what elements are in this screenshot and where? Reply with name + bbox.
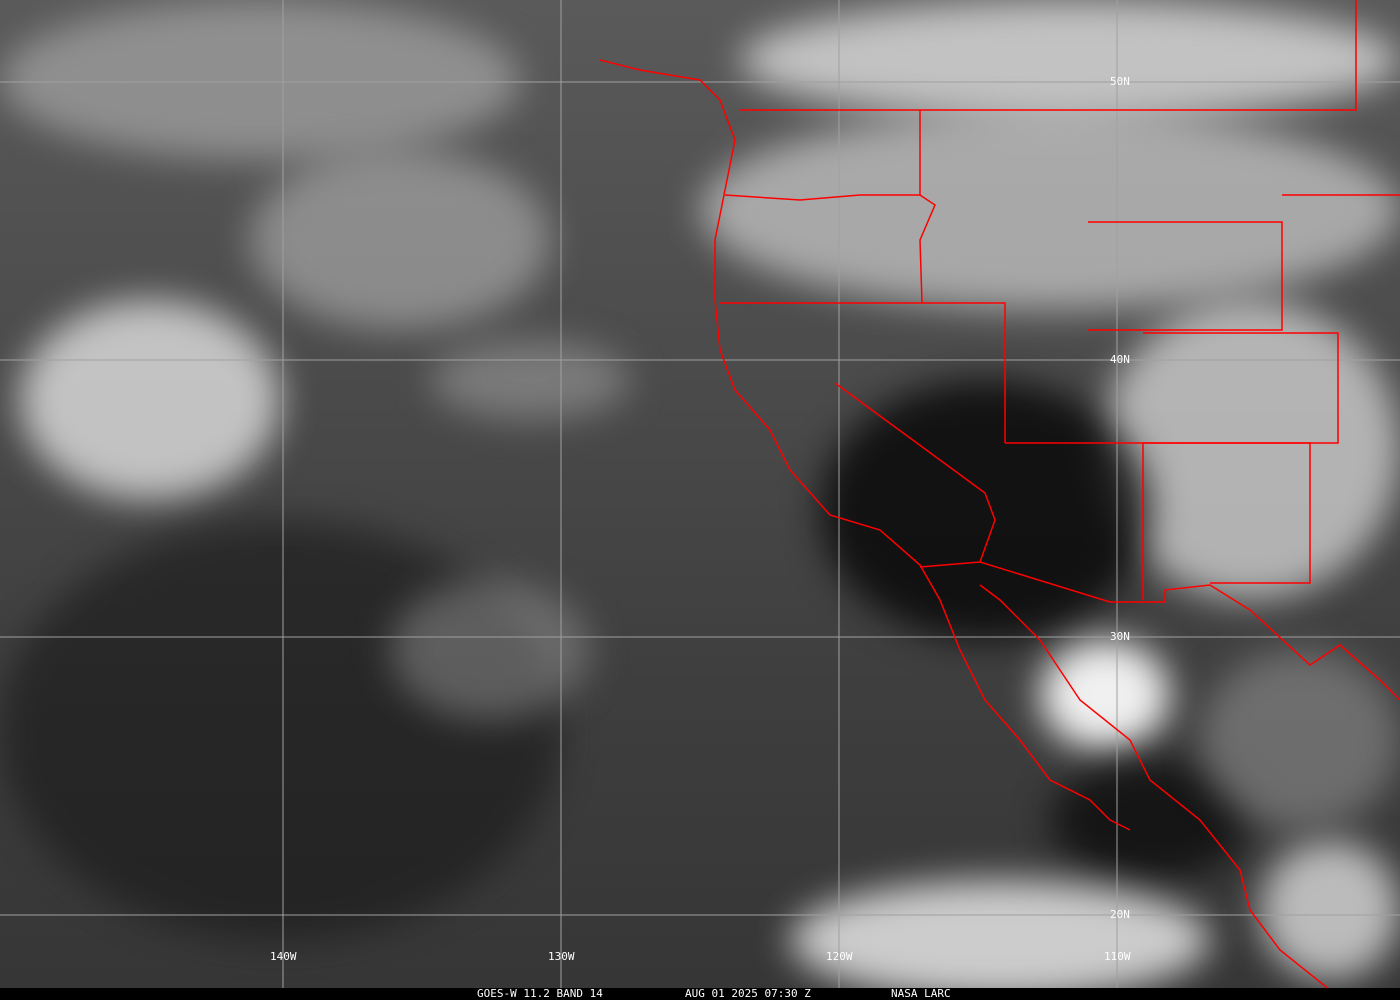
new-mexico-border bbox=[1143, 442, 1311, 584]
washington-oregon-border bbox=[724, 110, 921, 201]
lat-label-50n: 50N bbox=[1110, 75, 1130, 88]
oregon-california-border bbox=[720, 302, 1006, 443]
cloud-region bbox=[1040, 640, 1170, 750]
cloud-region bbox=[0, 0, 520, 160]
lon-label-110w: 110W bbox=[1104, 950, 1131, 963]
lat-label-40n: 40N bbox=[1110, 353, 1130, 366]
cloud-region bbox=[0, 520, 560, 940]
cloud-region bbox=[740, 0, 1400, 120]
cloud-region bbox=[700, 110, 1400, 310]
cloud-region bbox=[1100, 300, 1400, 600]
lon-label-140w: 140W bbox=[270, 950, 297, 963]
us-mexico-border bbox=[919, 561, 1400, 701]
cloud-region bbox=[790, 880, 1210, 1000]
cloud-region bbox=[430, 340, 630, 420]
caption-datetime: AUG 01 2025 07:30 Z bbox=[685, 987, 811, 1000]
lat-label-30n: 30N bbox=[1110, 630, 1130, 643]
cloud-region bbox=[20, 300, 280, 500]
cloud-region bbox=[390, 580, 590, 720]
colorado-border bbox=[1143, 332, 1339, 444]
gulf-california-east-coast bbox=[979, 584, 1329, 988]
political-borders bbox=[599, 0, 1400, 988]
cloud-region bbox=[1200, 650, 1400, 830]
idaho-border bbox=[919, 194, 936, 304]
image-caption-bar: GOES-W 11.2 BAND 14 AUG 01 2025 07:30 Z … bbox=[0, 988, 1400, 1000]
lon-label-130w: 130W bbox=[548, 950, 575, 963]
cloud-region bbox=[1260, 840, 1400, 980]
caption-source: NASA LARC bbox=[891, 987, 951, 1000]
pacific-coastline bbox=[599, 59, 1131, 831]
cloud-region bbox=[250, 150, 550, 330]
lon-label-120w: 120W bbox=[826, 950, 853, 963]
caption-product: GOES-W 11.2 BAND 14 bbox=[477, 987, 603, 1000]
lat-label-20n: 20N bbox=[1110, 908, 1130, 921]
us-canada-border bbox=[740, 0, 1357, 111]
wyoming-border bbox=[1088, 221, 1283, 331]
california-nevada-border bbox=[834, 382, 996, 563]
